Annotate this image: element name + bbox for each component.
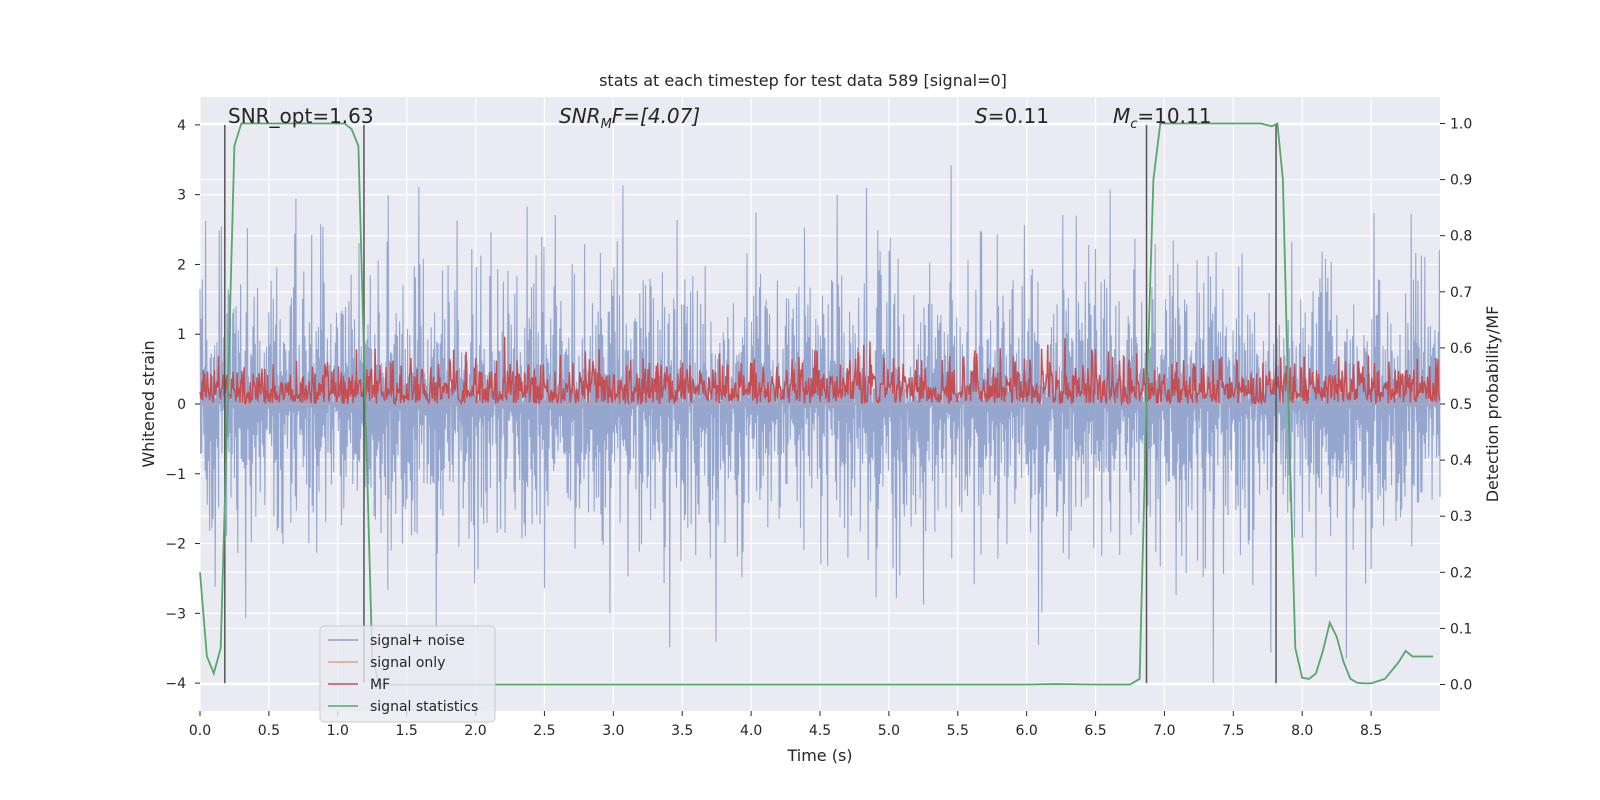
x-tick-label: 2.5 xyxy=(533,723,555,739)
legend: signal+ noise signal only MF signal stat… xyxy=(319,625,496,723)
x-tick-label: 2.0 xyxy=(464,723,486,739)
annotation-snr-mf-sub: M xyxy=(601,117,612,132)
y-left-tick-label: 3 xyxy=(177,188,186,204)
annotation-snr-opt: SNR_opt=1.63 xyxy=(228,104,374,128)
x-tick-label: 0.0 xyxy=(189,723,211,739)
y-right-tick-label: 0.3 xyxy=(1450,509,1472,525)
y-left-tick-label: 4 xyxy=(177,118,186,134)
annotation-snr-mf: SNRMF=[4.07] xyxy=(559,104,700,132)
x-tick-label: 4.5 xyxy=(809,723,831,739)
x-tick-label: 4.0 xyxy=(740,723,762,739)
x-tick-label: 7.0 xyxy=(1153,723,1175,739)
y-right-tick-label: 0.0 xyxy=(1450,678,1472,694)
legend-label-signal-statistics: signal statistics xyxy=(370,699,478,715)
y-left-tick-label: −3 xyxy=(165,606,186,622)
series-mf xyxy=(199,336,1441,407)
x-axis-ticks: 0.0 0.5 1.0 1.5 2.0 2.5 3.0 3.5 4.0 4.5 5.0 5.5 6.0 6… xyxy=(189,711,1382,739)
x-tick-label: 1.5 xyxy=(396,723,418,739)
y-right-tick-label: 0.9 xyxy=(1450,173,1472,189)
y-left-tick-label: 1 xyxy=(177,327,186,343)
x-tick-label: 5.5 xyxy=(947,723,969,739)
y-right-tick-label: 0.7 xyxy=(1450,285,1472,301)
y-right-axis-label: Detection probability/MF xyxy=(1483,306,1502,503)
legend-label-signal-noise: signal+ noise xyxy=(370,633,465,649)
x-tick-label: 3.5 xyxy=(671,723,693,739)
mf-line xyxy=(199,336,1441,407)
annotation-mc-base: M xyxy=(1113,104,1130,128)
annotation-snr-mf-rest: F=[4.07] xyxy=(612,104,700,128)
chart-title: stats at each timestep for test data 589… xyxy=(599,71,1007,90)
annotation-mc: Mc=10.11 xyxy=(1113,104,1211,132)
y-right-tick-label: 0.6 xyxy=(1450,341,1472,357)
y-left-axis-label: Whitened strain xyxy=(139,340,158,467)
x-tick-label: 8.0 xyxy=(1291,723,1313,739)
annotation-mc-rest: =10.11 xyxy=(1137,104,1211,128)
signal-statistics-line xyxy=(199,122,1434,686)
y-left-axis-ticks: −4 −3 −2 −1 0 1 2 3 4 xyxy=(165,118,200,692)
legend-label-signal-only: signal only xyxy=(370,655,445,671)
x-tick-label: 1.0 xyxy=(327,723,349,739)
y-right-tick-label: 1.0 xyxy=(1450,116,1472,132)
y-left-tick-label: −2 xyxy=(165,537,186,553)
y-right-tick-label: 0.4 xyxy=(1450,453,1472,469)
x-tick-label: 6.0 xyxy=(1016,723,1038,739)
x-tick-label: 6.5 xyxy=(1084,723,1106,739)
y-right-axis-ticks: 0.0 0.1 0.2 0.3 0.4 0.5 0.6 0.7 0.8 0.9 1.0 xyxy=(1440,116,1472,694)
x-tick-label: 3.0 xyxy=(602,723,624,739)
annotation-s-rest: =0.11 xyxy=(988,104,1049,128)
x-tick-label: 8.5 xyxy=(1360,723,1382,739)
annotation-mc-sub: c xyxy=(1130,117,1137,132)
legend-label-mf: MF xyxy=(370,677,390,693)
y-left-tick-label: 2 xyxy=(177,257,186,273)
annotation-s-base: S xyxy=(975,104,988,128)
annotation-snr-mf-base: SNR xyxy=(559,104,601,128)
y-right-tick-label: 0.8 xyxy=(1450,229,1472,245)
x-tick-label: 5.0 xyxy=(878,723,900,739)
y-left-tick-label: 0 xyxy=(177,397,186,413)
x-tick-label: 0.5 xyxy=(258,723,280,739)
y-left-tick-label: −4 xyxy=(165,676,186,692)
y-right-tick-label: 0.2 xyxy=(1450,565,1472,581)
y-right-tick-label: 0.1 xyxy=(1450,621,1472,637)
series-signal-statistics xyxy=(199,122,1434,686)
legend-box xyxy=(319,625,496,723)
y-right-tick-label: 0.5 xyxy=(1450,397,1472,413)
annotation-s: S=0.11 xyxy=(975,104,1049,128)
x-axis-label: Time (s) xyxy=(786,746,852,765)
y-left-tick-label: −1 xyxy=(165,467,186,483)
x-tick-label: 7.5 xyxy=(1222,723,1244,739)
